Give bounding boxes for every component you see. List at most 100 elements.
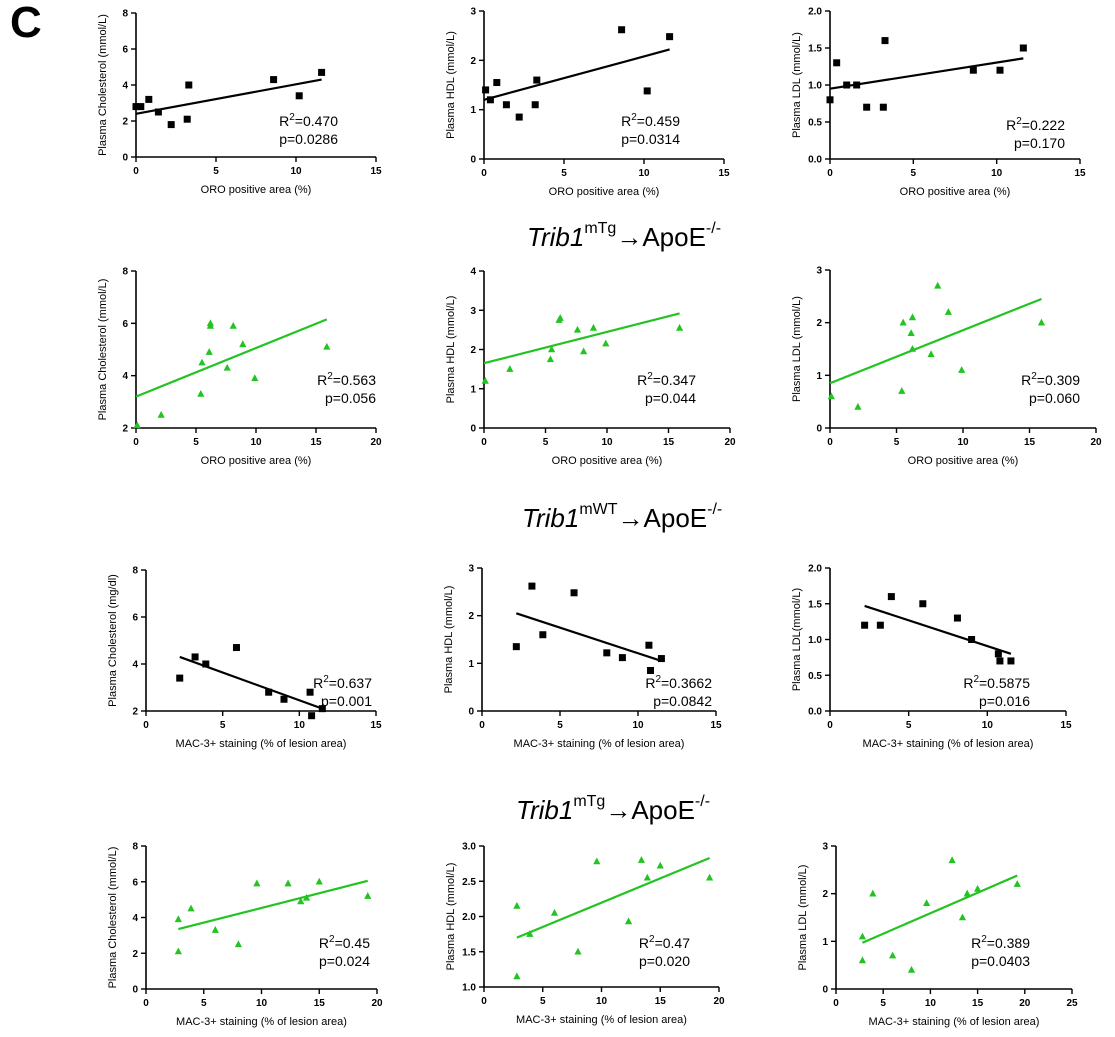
data-point: [174, 947, 182, 955]
data-point: [513, 972, 521, 980]
r-squared-label: R2=0.563: [317, 371, 376, 388]
data-point: [323, 342, 331, 350]
data-point: [232, 644, 240, 652]
x-tick-label: 0: [481, 168, 487, 179]
r-squared-label: R2=0.222: [1006, 116, 1065, 133]
y-tick-label: 0: [816, 424, 822, 435]
regression-line: [516, 856, 711, 939]
x-tick-label: 15: [1074, 168, 1086, 179]
p-value-label: p=0.0314: [621, 131, 680, 147]
section-arrow: →: [617, 503, 644, 533]
data-point: [270, 76, 278, 84]
data-point: [167, 121, 175, 129]
y-tick-label: 4: [122, 81, 128, 92]
y-tick-label: 8: [122, 9, 128, 20]
data-point: [302, 893, 311, 901]
data-point: [574, 947, 582, 955]
data-point: [229, 321, 237, 329]
x-tick-label: 5: [193, 437, 199, 448]
data-point: [968, 636, 976, 643]
y-tick-label: 2: [470, 345, 476, 356]
data-point: [994, 650, 1002, 658]
data-point: [318, 705, 326, 713]
x-tick-label: 15: [370, 720, 382, 731]
y-tick-label: 2: [122, 117, 128, 128]
data-point: [656, 861, 664, 869]
y-tick-label: 1: [816, 371, 822, 382]
y-tick-label: 3: [470, 306, 476, 317]
p-value-label: p=0.0286: [279, 131, 338, 147]
section-host: ApoE: [642, 222, 706, 252]
section-host-sup: -/-: [707, 501, 723, 518]
scatter-plot-2: 0 5 10 15 0 1 2 3 ORO positive area (%) Plasma HD…: [445, 7, 730, 199]
x-tick-label: 20: [724, 437, 736, 448]
scatter-plot-4: 0 5 10 15 20 2 4 6 8 ORO positive area (%) Plasma …: [97, 267, 382, 468]
x-axis-label: MAC-3+ staining (% of lesion area): [514, 738, 685, 750]
p-value-label: p=0.0842: [653, 693, 712, 709]
y-tick-label: 4: [132, 913, 138, 924]
x-axis-label: ORO positive area (%): [201, 184, 312, 196]
x-tick-label: 15: [655, 996, 667, 1007]
data-point: [953, 614, 961, 622]
x-tick-label: 0: [481, 996, 487, 1007]
y-tick-label: 8: [132, 842, 138, 853]
scatter-plot-11: 0 5 10 15 20 1.0 1.5 2.0 2.5 3.0 MAC-3+ staining (…: [445, 842, 725, 1027]
data-point: [666, 33, 674, 41]
data-point: [183, 115, 191, 123]
y-tick-label: 1.0: [808, 81, 822, 92]
data-point: [506, 365, 514, 372]
x-axis-label: MAC-3+ staining (% of lesion area): [176, 1016, 347, 1028]
y-tick-label: 8: [132, 566, 138, 577]
x-tick-label: 5: [880, 998, 886, 1009]
x-tick-label: 5: [220, 720, 226, 731]
data-point: [512, 643, 520, 651]
data-point: [958, 366, 966, 373]
data-point: [948, 856, 956, 864]
y-tick-label: 1: [822, 937, 828, 948]
scatter-plot-8: 0 5 10 15 0 1 2 3 MAC-3+ staining (% of lesion a…: [443, 564, 722, 751]
x-tick-label: 15: [310, 437, 322, 448]
y-axis-label: Plasma LDL (mmol/L): [791, 296, 803, 402]
data-point: [187, 904, 195, 912]
x-tick-label: 10: [638, 168, 650, 179]
data-point: [637, 856, 646, 863]
scatter-plot-10: 0 5 10 15 20 0 2 4 6 8 MAC-3+ staining (% of lesio…: [107, 842, 383, 1029]
p-value-label: p=0.024: [319, 953, 370, 969]
y-tick-label: 6: [132, 613, 138, 624]
x-tick-label: 15: [1060, 720, 1072, 731]
r-squared-label: R2=0.309: [1021, 371, 1080, 388]
x-tick-label: 5: [540, 996, 546, 1007]
scatter-plot-6: 0 5 10 15 20 0 1 2 3 ORO positive area (%) Plasma …: [791, 266, 1102, 468]
y-tick-label: 2: [822, 889, 828, 900]
p-value-label: p=0.044: [645, 390, 696, 406]
data-point: [879, 103, 887, 111]
x-axis-label: MAC-3+ staining (% of lesion area): [516, 1014, 687, 1026]
x-tick-label: 15: [1024, 437, 1036, 448]
data-point: [927, 350, 935, 358]
data-point: [157, 410, 165, 418]
x-axis-label: MAC-3+ staining (% of lesion area): [176, 738, 347, 750]
r-squared-label: R2=0.470: [279, 112, 338, 129]
y-tick-label: 2: [470, 56, 476, 67]
section-heading-2: Trib1mWT→ApoE-/-: [522, 501, 723, 534]
y-tick-label: 0: [132, 985, 138, 996]
x-tick-label: 5: [894, 437, 900, 448]
data-point: [843, 81, 851, 89]
y-tick-label: 0.5: [808, 671, 822, 682]
x-tick-label: 20: [1090, 437, 1102, 448]
y-tick-label: 0.0: [808, 707, 822, 718]
p-value-label: p=0.001: [321, 693, 372, 709]
y-axis-label: Plasma HDL (mmol/L): [445, 296, 457, 404]
data-point: [919, 600, 927, 608]
data-point: [533, 76, 541, 84]
y-tick-label: 3.0: [462, 842, 476, 853]
section-gene-sup: mTg: [584, 220, 617, 237]
data-point: [502, 101, 510, 109]
r-squared-label: R2=0.347: [637, 371, 696, 388]
data-point: [284, 879, 292, 887]
scatter-plot-12: 0 5 10 15 20 25 0 1 2 3 MAC-3+ staining (% of lesi…: [797, 842, 1078, 1029]
y-tick-label: 3: [816, 266, 822, 277]
data-point: [308, 712, 316, 720]
data-point: [526, 930, 534, 937]
